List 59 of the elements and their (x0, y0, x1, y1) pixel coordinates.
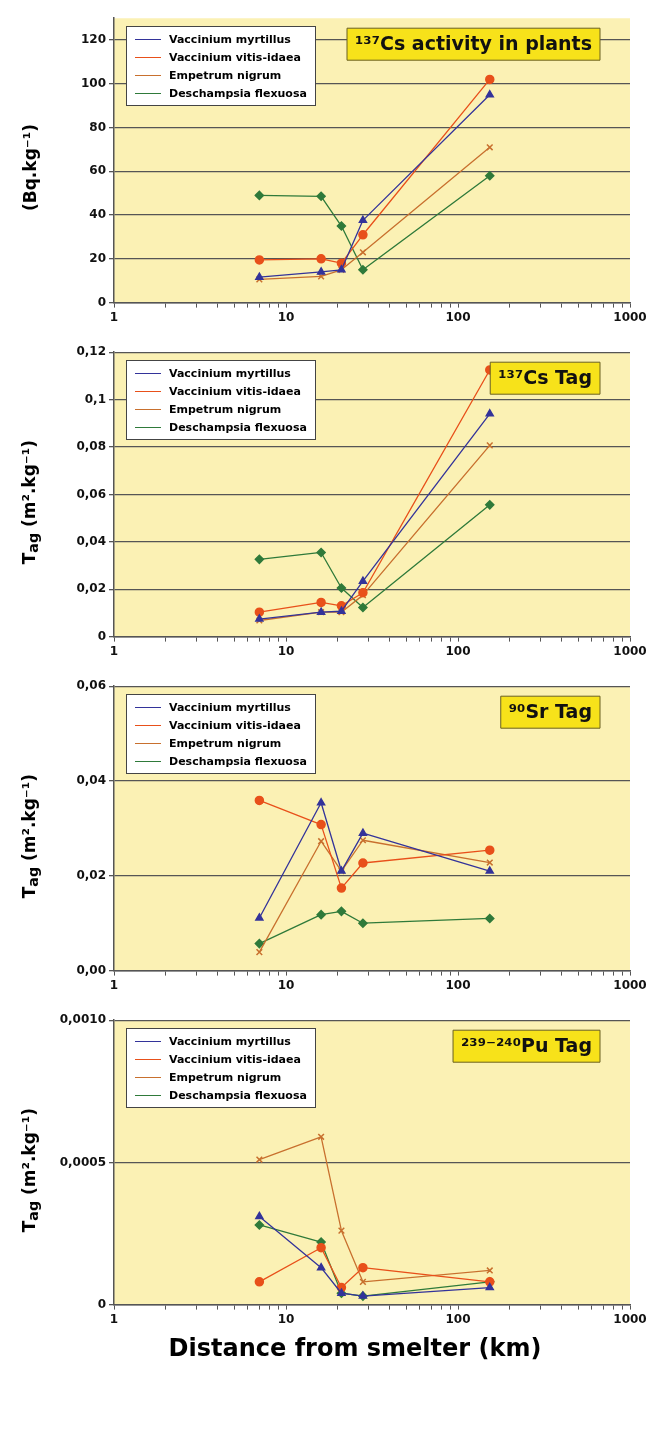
y-tick-label: 0,1 (84, 391, 106, 406)
y-tick-label: 0,02 (76, 581, 106, 596)
legend-label: Vaccinium myrtillus (169, 1034, 291, 1048)
y-tick-label: 0,06 (76, 486, 106, 501)
text: ⁹⁰Sr Tag (508, 700, 592, 723)
legend-label: Vaccinium myrtillus (169, 700, 291, 714)
x-axis-title: Distance from smelter (km) (167, 1334, 543, 1362)
y-tick-label: 20 (89, 250, 106, 265)
legend-label: Deschampsia flexuosa (169, 420, 307, 434)
y-tick-label: 0,00 (76, 962, 106, 977)
legend-label: Empetrum nigrum (169, 736, 282, 750)
x-tick-label: 1000 (613, 309, 647, 324)
x-tick-label: 1 (109, 1311, 119, 1326)
legend-label: Deschampsia flexuosa (169, 754, 307, 768)
y-tick-label: 0,12 (76, 344, 106, 359)
y-tick-label: 0,0005 (59, 1154, 106, 1169)
legend-label: Vaccinium vitis-idaea (169, 1052, 301, 1066)
x-tick-label: 100 (445, 1311, 471, 1326)
y-axis-title: (Bq.kg⁻¹) (20, 124, 40, 212)
x-tick-label: 1 (109, 309, 119, 324)
y-tick-label: 40 (89, 207, 106, 222)
legend-label: Vaccinium vitis-idaea (169, 384, 301, 398)
x-tick-label: 100 (445, 309, 471, 324)
x-tick-label: 100 (445, 643, 471, 658)
legend-label: Deschampsia flexuosa (169, 86, 307, 100)
legend-label: Vaccinium vitis-idaea (169, 50, 301, 64)
legend-label: Empetrum nigrum (169, 1070, 282, 1084)
text: ¹³⁷Cs Tag (498, 366, 593, 389)
x-tick-label: 10 (277, 643, 295, 658)
y-tick-label: 0 (97, 294, 106, 309)
y-tick-label: 0,04 (76, 773, 106, 788)
y-tick-label: 0,0010 (59, 1012, 106, 1027)
legend-label: Empetrum nigrum (169, 402, 282, 416)
legend-label: Vaccinium myrtillus (169, 366, 291, 380)
x-tick-label: 1 (109, 643, 119, 658)
y-tick-label: 0 (97, 1296, 106, 1311)
x-tick-label: 10 (277, 977, 295, 992)
text: ²³⁹⁻²⁴⁰Pu Tag (461, 1034, 593, 1057)
x-tick-label: 1000 (613, 1311, 647, 1326)
y-tick-label: 60 (89, 163, 106, 178)
legend-label: Vaccinium vitis-idaea (169, 718, 301, 732)
legend-label: Empetrum nigrum (169, 68, 282, 82)
y-tick-label: 0 (97, 628, 106, 643)
legend-label: Vaccinium myrtillus (169, 32, 291, 46)
x-tick-label: 1 (109, 977, 119, 992)
y-tick-label: 100 (80, 75, 106, 90)
x-tick-label: 100 (445, 977, 471, 992)
y-tick-label: 0,06 (76, 678, 106, 693)
y-tick-label: 120 (80, 32, 106, 47)
text: ¹³⁷Cs activity in plants (355, 32, 592, 55)
legend-label: Deschampsia flexuosa (169, 1088, 307, 1102)
y-tick-label: 80 (89, 119, 106, 134)
y-tick-label: 0,04 (76, 533, 106, 548)
y-tick-label: 0,08 (76, 439, 106, 454)
x-tick-label: 1000 (613, 977, 647, 992)
y-tick-label: 0,02 (76, 867, 106, 882)
x-tick-label: 1000 (613, 643, 647, 658)
x-tick-label: 10 (277, 1311, 295, 1326)
x-tick-label: 10 (277, 309, 295, 324)
